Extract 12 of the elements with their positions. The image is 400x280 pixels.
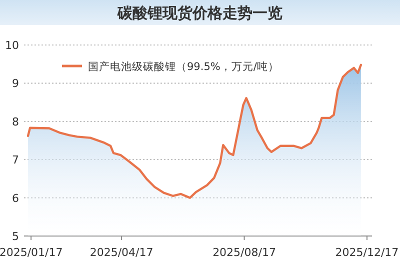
y-tick-label: 6 bbox=[12, 192, 19, 205]
x-tick-label: 2025/08/17 bbox=[212, 246, 276, 259]
y-tick-label: 10 bbox=[5, 39, 19, 52]
chart-title: 碳酸锂现货价格走势一览 bbox=[116, 4, 282, 22]
y-tick-label: 5 bbox=[12, 230, 19, 243]
y-tick-label: 8 bbox=[12, 115, 19, 128]
y-tick-label: 9 bbox=[12, 77, 19, 90]
x-tick-label: 2025/01/17 bbox=[0, 246, 63, 259]
x-tick-label: 2025/04/17 bbox=[90, 246, 154, 259]
legend-label: 国产电池级碳酸锂（99.5%，万元/吨） bbox=[88, 60, 279, 73]
x-tick-label: 2025/12/17 bbox=[335, 246, 399, 259]
y-tick-label: 7 bbox=[12, 154, 19, 167]
